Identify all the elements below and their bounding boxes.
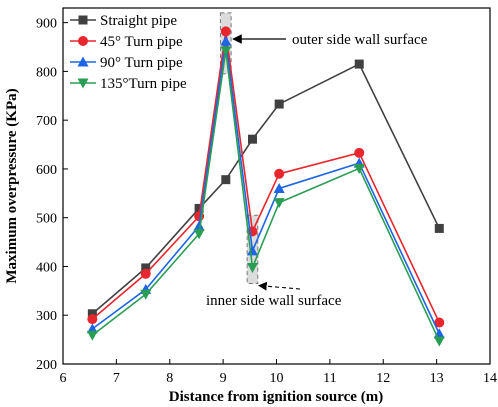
legend-marker [78, 15, 88, 25]
data-point [354, 147, 365, 158]
y-tick-label: 700 [36, 114, 57, 129]
data-point [434, 317, 445, 328]
data-point [273, 198, 285, 209]
data-point [194, 203, 204, 213]
legend-item: 45° Turn pipe [70, 34, 183, 50]
data-point [434, 223, 444, 233]
series-line [91, 50, 441, 342]
data-point [247, 134, 257, 144]
x-tick-label: 6 [60, 371, 67, 386]
y-tick-label: 300 [36, 309, 57, 324]
x-tick-label: 7 [113, 371, 120, 386]
data-point [274, 99, 284, 109]
x-tick-label: 13 [430, 371, 444, 386]
data-point [246, 262, 258, 273]
series-4 [86, 46, 445, 347]
data-point [140, 268, 151, 279]
data-point [274, 168, 285, 179]
legend-marker [78, 36, 88, 46]
data-point [246, 245, 258, 256]
y-tick-label: 900 [36, 17, 57, 32]
x-tick-label: 12 [376, 371, 390, 386]
x-tick-label: 8 [166, 371, 173, 386]
x-tick-label: 14 [483, 371, 497, 386]
x-axis-title: Distance from ignition source (m) [169, 389, 383, 405]
y-tick-label: 500 [36, 212, 57, 227]
inner-wall-arrow [257, 281, 301, 291]
y-tick-label: 600 [36, 163, 57, 178]
data-point [220, 46, 232, 57]
legend-label: 135°Turn pipe [100, 76, 187, 92]
data-point [86, 330, 98, 341]
y-tick-label: 800 [36, 65, 57, 80]
data-point [87, 314, 98, 325]
data-point [273, 182, 285, 193]
legend-item: 90° Turn pipe [70, 55, 183, 71]
y-ticks: 200 300 400 500 600 700 800 900 [36, 17, 68, 373]
y-axis-title: Maximum overpressure (KPa) [4, 88, 20, 283]
data-point [433, 336, 445, 347]
y-tick-label: 400 [36, 260, 57, 275]
axes: 6 7 8 9 10 11 12 13 14 200300400500600700800900 … [4, 7, 497, 405]
data-point [193, 229, 205, 240]
outer-wall-label: outer side wall surface [292, 32, 428, 48]
data-point [220, 26, 231, 37]
series-layer [86, 26, 445, 347]
data-point [353, 163, 365, 174]
data-point [141, 263, 151, 273]
x-tick-label: 9 [220, 371, 227, 386]
series-line [91, 41, 441, 335]
legend-item: 135°Turn pipe [70, 76, 187, 92]
legend-marker [77, 78, 89, 89]
data-point [221, 175, 231, 185]
series-1 [87, 59, 444, 319]
data-point [87, 309, 97, 319]
data-point [220, 35, 232, 46]
x-tick-label: 11 [323, 371, 336, 386]
legend-marker [77, 56, 89, 67]
data-point [140, 289, 152, 300]
series-2 [87, 26, 445, 328]
legend-label: 90° Turn pipe [100, 55, 183, 71]
x-ticks: 6 7 8 9 10 11 12 13 14 [60, 359, 497, 386]
series-line [91, 31, 441, 323]
y-tick-label: 200 [36, 358, 57, 373]
data-point [354, 59, 364, 69]
legend-item: Straight pipe [70, 13, 177, 29]
legend: Straight pipe 45° Turn pipe 90° Turn pipe 1… [70, 13, 187, 92]
legend-label: 45° Turn pipe [100, 34, 183, 50]
inner-wall-label: inner side wall surface [206, 293, 342, 309]
data-point [193, 220, 205, 231]
legend-label: Straight pipe [100, 13, 177, 29]
x-tick-label: 10 [270, 371, 284, 386]
